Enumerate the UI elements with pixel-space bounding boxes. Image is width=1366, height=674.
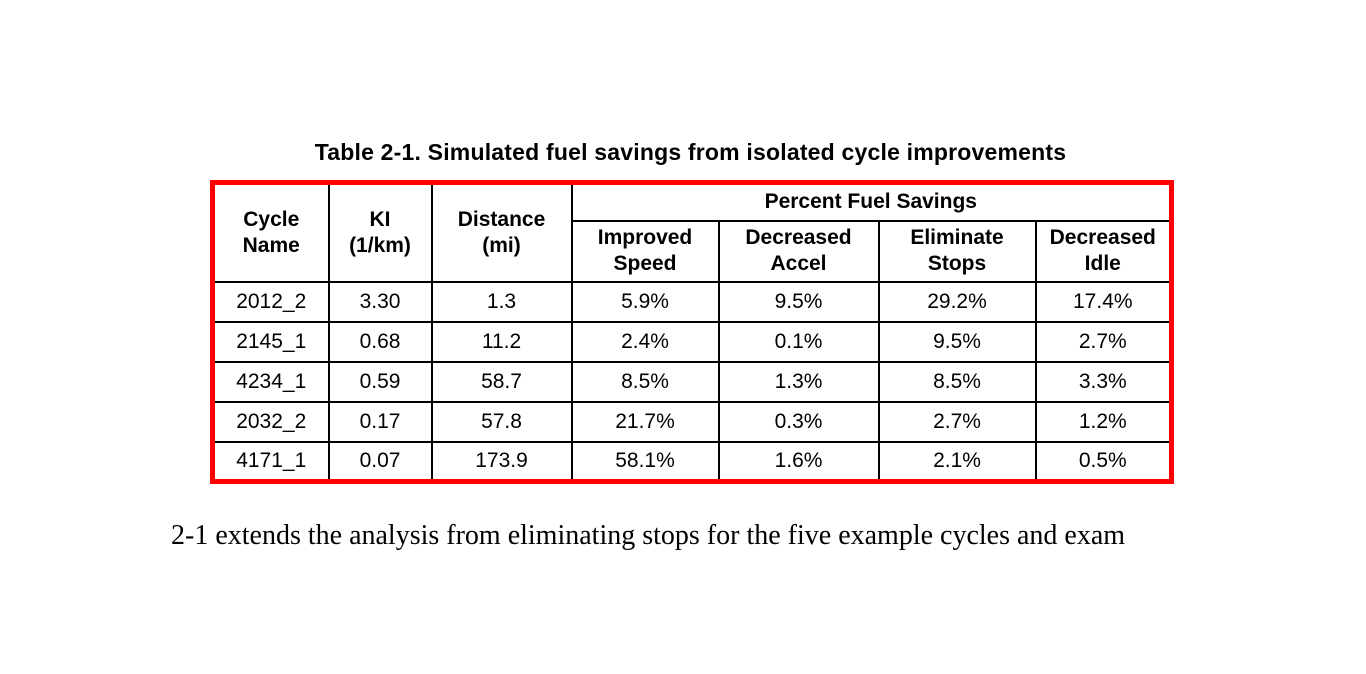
cell-cycle-name: 4234_1 (211, 360, 330, 403)
cell-cycle-name: 2032_2 (211, 400, 330, 443)
cell-decreased-accel: 0.1% (717, 320, 880, 363)
col-header-decreased-idle: Decreased Idle (1034, 219, 1173, 283)
cell-decreased-accel: 0.3% (717, 400, 880, 443)
cell-ki: 3.30 (327, 280, 433, 323)
table-caption: Table 2-1. Simulated fuel savings from i… (314, 139, 1067, 165)
col-header-distance: Distance (mi) (430, 181, 573, 283)
cell-distance: 173.9 (430, 440, 573, 483)
table-container: Cycle Name KI (1/km) Distance (mi) Perce… (210, 180, 1175, 484)
cell-cycle-name: 4171_1 (211, 440, 330, 483)
col-header-cycle-name: Cycle Name (211, 181, 330, 283)
header-row-sub: Improved Speed Decreased Accel Eliminate… (213, 219, 1173, 283)
fuel-savings-table: Cycle Name KI (1/km) Distance (mi) Perce… (210, 180, 1175, 484)
header-line: (mi) (482, 233, 521, 257)
cell-improved-speed: 8.5% (570, 360, 720, 403)
header-line: (1/km) (349, 233, 411, 257)
header-row-group: Cycle Name KI (1/km) Distance (mi) Perce… (211, 181, 1173, 283)
cell-cycle-name: 2012_2 (211, 280, 330, 323)
cell-decreased-idle: 1.2% (1034, 400, 1173, 443)
col-header-ki: KI (1/km) (327, 181, 433, 283)
header-line: Cycle (243, 207, 300, 231)
cell-eliminate-stops: 29.2% (877, 280, 1037, 323)
header-line: Accel (770, 252, 827, 275)
cell-decreased-idle: 3.3% (1034, 360, 1173, 403)
header-line: KI (369, 207, 391, 231)
header-line: Decreased (745, 226, 852, 249)
cell-decreased-idle: 0.5% (1034, 440, 1173, 483)
col-header-improved-speed: Improved Speed (570, 219, 720, 283)
cell-improved-speed: 2.4% (570, 320, 720, 363)
cell-eliminate-stops: 2.1% (877, 440, 1037, 483)
cell-distance: 58.7 (430, 360, 573, 403)
header-line: Distance (457, 207, 546, 231)
cell-eliminate-stops: 2.7% (877, 400, 1037, 443)
header-line: Decreased (1049, 226, 1156, 249)
table-row: 4171_1 0.07 173.9 58.1% 1.6% 2.1% 0.5% (211, 440, 1173, 483)
cell-ki: 0.59 (327, 360, 433, 403)
table-row: 4234_1 0.59 58.7 8.5% 1.3% 8.5% 3.3% (211, 360, 1173, 403)
cell-ki: 0.07 (327, 440, 433, 483)
cell-decreased-accel: 1.6% (717, 440, 880, 483)
cell-distance: 1.3 (430, 280, 573, 323)
header-line: Name (242, 233, 300, 257)
table-row: 2012_2 3.30 1.3 5.9% 9.5% 29.2% 17.4% (211, 280, 1173, 323)
cell-cycle-name: 2145_1 (211, 320, 330, 363)
cell-distance: 11.2 (430, 320, 573, 363)
cell-eliminate-stops: 8.5% (877, 360, 1037, 403)
cell-improved-speed: 58.1% (570, 440, 720, 483)
col-header-eliminate-stops: Eliminate Stops (877, 219, 1037, 283)
col-header-decreased-accel: Decreased Accel (717, 219, 880, 283)
cell-eliminate-stops: 9.5% (877, 320, 1037, 363)
header-line: Idle (1084, 252, 1121, 275)
cell-improved-speed: 5.9% (570, 280, 720, 323)
cell-decreased-accel: 9.5% (717, 280, 880, 323)
cell-ki: 0.68 (327, 320, 433, 363)
header-line: Stops (927, 252, 987, 275)
cell-decreased-accel: 1.3% (717, 360, 880, 403)
header-line: Improved (597, 226, 693, 249)
span-header-percent-fuel-savings: Percent Fuel Savings (570, 181, 1173, 222)
table-row: 2032_2 0.17 57.8 21.7% 0.3% 2.7% 1.2% (211, 400, 1173, 443)
header-line: Eliminate (910, 226, 1004, 249)
cell-ki: 0.17 (327, 400, 433, 443)
table-row: 2145_1 0.68 11.2 2.4% 0.1% 9.5% 2.7% (211, 320, 1173, 363)
cell-decreased-idle: 17.4% (1034, 280, 1173, 323)
header-line: Speed (613, 252, 677, 275)
cell-improved-speed: 21.7% (570, 400, 720, 443)
cell-distance: 57.8 (430, 400, 573, 443)
cell-decreased-idle: 2.7% (1034, 320, 1173, 363)
body-text-line: 2-1 extends the analysis from eliminatin… (171, 520, 1126, 551)
